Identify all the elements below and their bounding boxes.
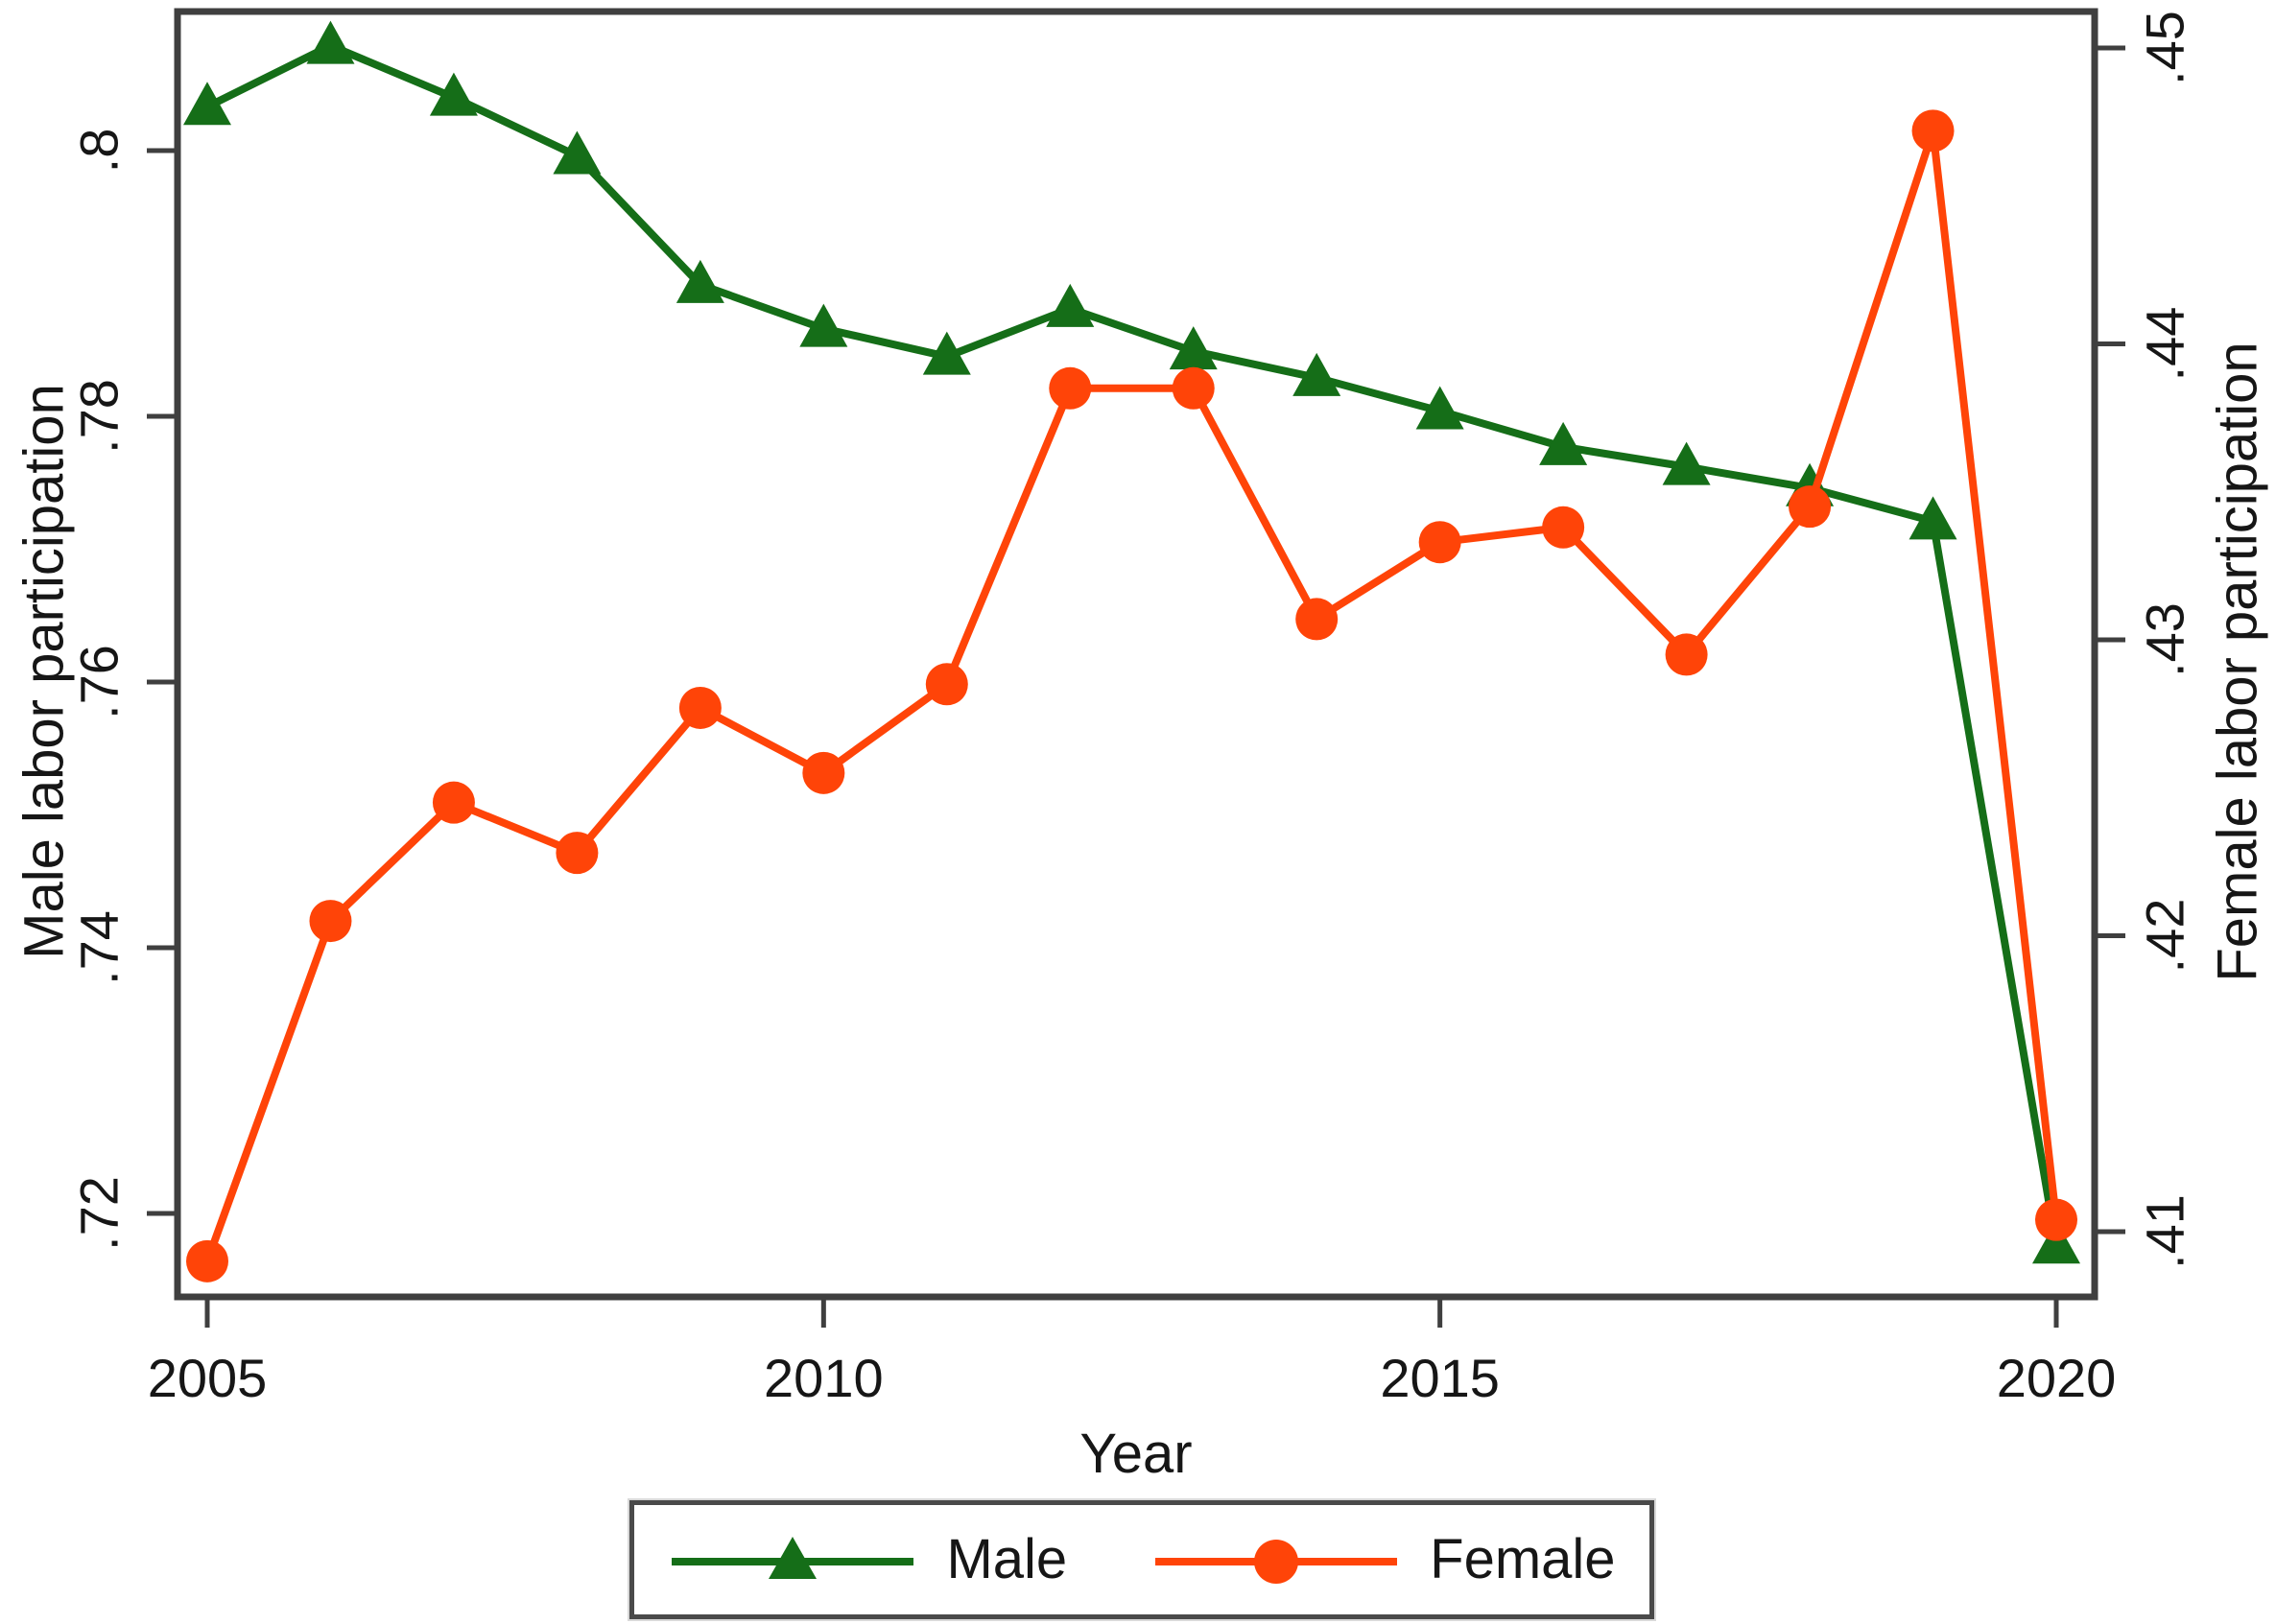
female-marker bbox=[1789, 485, 1832, 529]
female-legend-swatch bbox=[1155, 1540, 1398, 1584]
right-axis-tick-label: .44 bbox=[2135, 307, 2195, 382]
right-axis-tick-label: .45 bbox=[2135, 11, 2195, 85]
left-axis-tick-label: .74 bbox=[69, 910, 130, 985]
left-axis-title: Male labor participation bbox=[12, 384, 76, 959]
x-axis-tick-label: 2015 bbox=[1380, 1348, 1500, 1408]
male-series-line bbox=[205, 41, 2060, 1246]
female-marker bbox=[2035, 1198, 2077, 1241]
male-marker bbox=[183, 82, 231, 126]
female-marker bbox=[802, 751, 845, 794]
male-legend-swatch bbox=[672, 1537, 914, 1579]
female-marker bbox=[556, 832, 599, 875]
male-marker bbox=[799, 303, 848, 347]
right-axis-title: Female labor participation bbox=[2206, 341, 2269, 982]
left-axis-tick-label: .78 bbox=[69, 379, 130, 454]
legend-item-female: Female bbox=[1151, 1528, 1616, 1590]
legend-label-female: Female bbox=[1430, 1528, 1616, 1590]
legend-label-male: Male bbox=[946, 1528, 1068, 1590]
x-axis-tick-label: 2020 bbox=[1997, 1348, 2117, 1408]
left-axis-tick-label: .76 bbox=[69, 645, 130, 719]
legend-box: Male Female bbox=[628, 1498, 1656, 1621]
female-marker bbox=[678, 686, 722, 729]
x-axis-title: Year bbox=[1079, 1423, 1193, 1485]
male-marker bbox=[306, 20, 355, 64]
male-marker bbox=[1909, 496, 1957, 540]
female-circle-icon bbox=[1254, 1540, 1299, 1584]
male-triangle-icon bbox=[769, 1537, 818, 1579]
female-marker bbox=[1049, 366, 1092, 410]
male-marker bbox=[553, 130, 602, 175]
female-marker bbox=[186, 1239, 228, 1283]
male-marker bbox=[1539, 421, 1588, 465]
male-marker bbox=[2032, 1220, 2080, 1264]
female-marker bbox=[1295, 598, 1339, 641]
x-axis-tick-label: 2005 bbox=[148, 1348, 268, 1408]
male-marker bbox=[1169, 326, 1218, 370]
left-axis-tick-label: .8 bbox=[69, 129, 130, 174]
male-marker bbox=[1662, 441, 1711, 485]
male-marker bbox=[676, 259, 724, 303]
female-marker bbox=[1172, 366, 1215, 410]
male-marker bbox=[922, 331, 971, 375]
female-marker bbox=[1911, 109, 1955, 153]
legend-item-male: Male bbox=[668, 1529, 1067, 1590]
right-axis-tick-label: .43 bbox=[2135, 602, 2195, 677]
male-marker bbox=[1292, 352, 1341, 396]
female-series-line bbox=[203, 127, 2060, 1263]
male-marker bbox=[429, 72, 478, 116]
right-axis-tick-label: .41 bbox=[2135, 1194, 2195, 1269]
left-axis-tick-label: .72 bbox=[69, 1176, 130, 1251]
right-axis-tick-label: .42 bbox=[2135, 899, 2195, 974]
female-marker bbox=[1418, 521, 1461, 564]
female-marker bbox=[925, 663, 968, 706]
female-marker bbox=[309, 900, 352, 943]
male-marker bbox=[1046, 283, 1095, 327]
x-axis-tick-label: 2010 bbox=[764, 1348, 884, 1408]
female-marker bbox=[1542, 506, 1585, 549]
plot-frame bbox=[174, 8, 2098, 1301]
male-marker bbox=[1415, 386, 1464, 430]
female-marker bbox=[1665, 633, 1708, 676]
female-marker bbox=[432, 781, 475, 824]
